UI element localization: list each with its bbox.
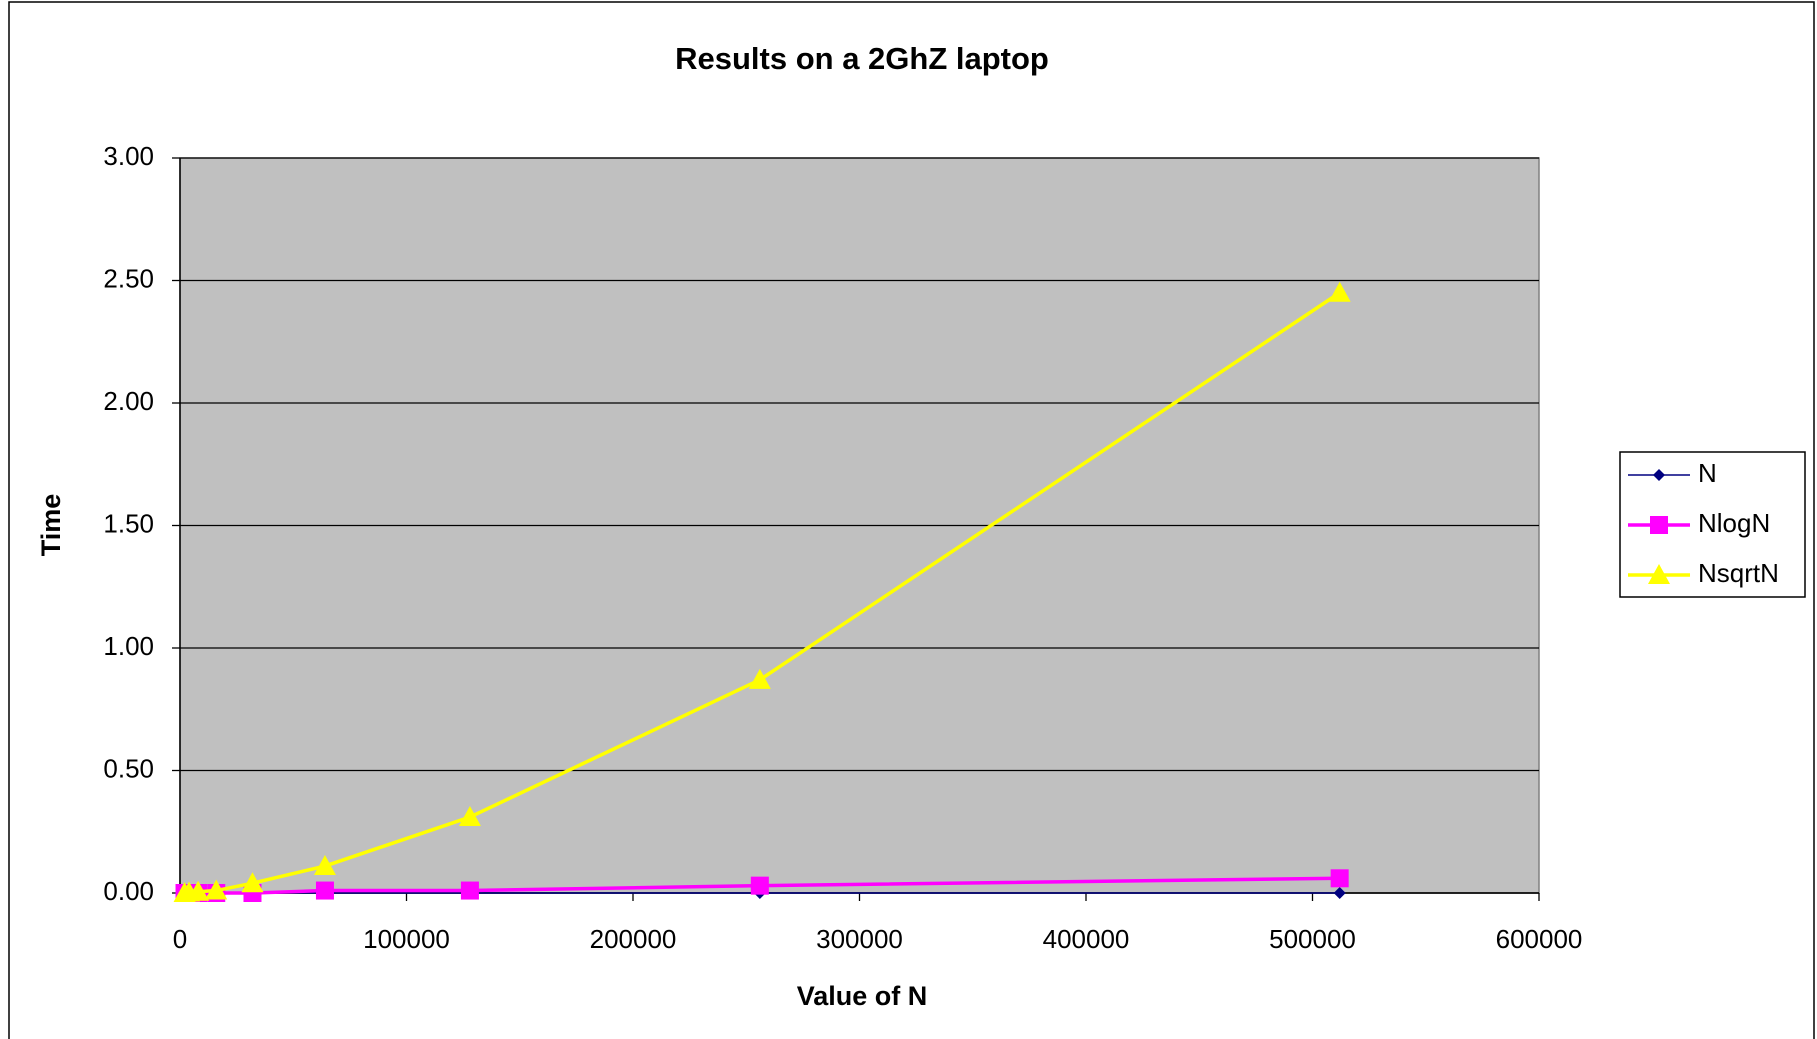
legend-label: NlogN — [1698, 508, 1770, 538]
x-tick-label: 600000 — [1496, 924, 1583, 954]
x-axis-label: Value of N — [797, 981, 928, 1011]
legend-marker — [1653, 469, 1665, 481]
chart-title: Results on a 2GhZ laptop — [675, 41, 1049, 76]
marker — [313, 855, 336, 876]
y-tick-label: 2.50 — [103, 263, 154, 293]
x-tick-label: 400000 — [1043, 924, 1130, 954]
marker — [458, 806, 481, 827]
marker — [205, 879, 228, 900]
x-tick-label: 0 — [173, 924, 187, 954]
y-tick-label: 1.00 — [103, 631, 154, 661]
y-axis-label: Time — [36, 494, 66, 557]
x-tick-label: 300000 — [816, 924, 903, 954]
y-tick-label: 0.50 — [103, 753, 154, 783]
y-tick-label: 2.00 — [103, 386, 154, 416]
x-tick-label: 100000 — [363, 924, 450, 954]
y-tick-label: 0.00 — [103, 876, 154, 906]
marker — [1333, 887, 1346, 899]
marker — [315, 881, 334, 900]
marker — [1330, 869, 1349, 888]
marker — [748, 668, 771, 689]
legend-marker — [1650, 516, 1668, 534]
legend-label: NsqrtN — [1698, 558, 1779, 588]
legend-label: N — [1698, 458, 1717, 488]
x-tick-label: 200000 — [590, 924, 677, 954]
y-tick-label: 3.00 — [103, 141, 154, 171]
x-tick-label: 500000 — [1269, 924, 1356, 954]
legend-marker — [1648, 564, 1670, 584]
y-tick-label: 1.50 — [103, 508, 154, 538]
marker — [460, 881, 479, 900]
marker — [241, 872, 264, 893]
marker — [187, 880, 210, 901]
marker — [1328, 281, 1351, 302]
marker — [750, 876, 769, 895]
